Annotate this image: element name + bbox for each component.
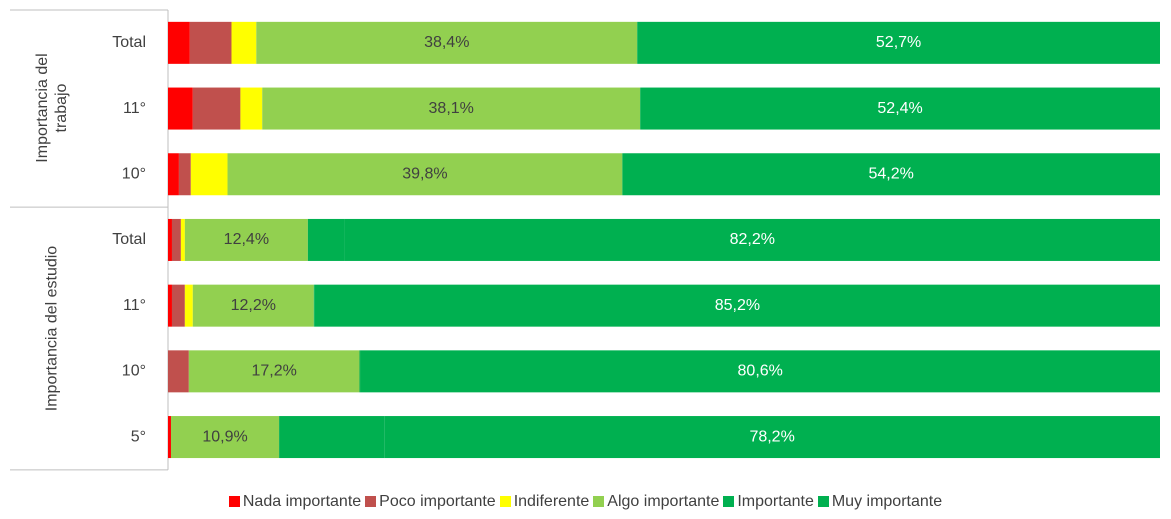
data-label: 12,2% bbox=[231, 297, 276, 314]
bar-segment bbox=[168, 416, 171, 459]
data-label: 80,6% bbox=[738, 363, 783, 380]
bar-segment bbox=[313, 284, 315, 327]
data-label: 78,2% bbox=[749, 428, 794, 445]
data-label: 17,2% bbox=[251, 363, 296, 380]
legend-swatch bbox=[365, 496, 377, 507]
bar-segment bbox=[307, 218, 345, 261]
legend-label: Muy importante bbox=[831, 493, 943, 510]
bar-segment bbox=[168, 350, 189, 393]
data-label: 38,4% bbox=[424, 34, 469, 51]
data-label: 52,4% bbox=[877, 100, 922, 117]
data-label: 12,4% bbox=[224, 231, 269, 248]
bar-segment bbox=[262, 87, 641, 130]
bar-segment bbox=[231, 21, 257, 64]
bar-segment bbox=[344, 218, 1160, 261]
legend-swatch bbox=[723, 496, 735, 507]
legend-label: Poco importante bbox=[379, 493, 496, 510]
legend-item: Poco importante bbox=[365, 493, 496, 511]
y-tick-label: 10° bbox=[122, 363, 146, 380]
bar-segment bbox=[384, 416, 1161, 459]
bar-segment bbox=[168, 218, 172, 261]
legend-label: Indiferente bbox=[513, 493, 590, 510]
bar-segment bbox=[168, 21, 190, 64]
legend-swatch bbox=[228, 496, 240, 507]
bar-segment bbox=[168, 284, 172, 327]
group-label: Importancia del estudio bbox=[43, 245, 61, 411]
bar-segment bbox=[227, 153, 623, 196]
legend-item: Indiferente bbox=[499, 493, 590, 511]
group-label: Importancia del trabajo bbox=[34, 52, 70, 163]
data-label: 39,8% bbox=[402, 165, 447, 182]
legend-item: Importante bbox=[723, 493, 814, 511]
legend-item: Nada importante bbox=[228, 493, 362, 511]
y-tick-label: Total bbox=[112, 231, 146, 248]
bar-segment bbox=[360, 350, 1160, 393]
y-tick-label: 5° bbox=[131, 428, 146, 445]
bar-segment bbox=[192, 284, 314, 327]
legend-swatch bbox=[817, 496, 829, 507]
data-label: 52,7% bbox=[876, 34, 921, 51]
data-label: 10,9% bbox=[202, 428, 247, 445]
bar-segment bbox=[279, 416, 385, 459]
y-tick-label: Total bbox=[112, 34, 146, 51]
bar-segment bbox=[168, 87, 193, 130]
y-tick-label: 11° bbox=[123, 297, 146, 314]
bar-segment bbox=[168, 153, 179, 196]
y-tick-label: 11° bbox=[123, 100, 146, 117]
bar-segment bbox=[184, 218, 308, 261]
bar-segment bbox=[178, 153, 191, 196]
bar-segment bbox=[637, 21, 1160, 64]
bar-segment bbox=[640, 87, 1160, 130]
bar-segment bbox=[188, 350, 360, 393]
data-label: 85,2% bbox=[715, 297, 760, 314]
legend-swatch bbox=[499, 496, 511, 507]
bar-segment bbox=[622, 153, 1160, 196]
legend: Nada importante Poco importante Indiferent… bbox=[0, 493, 1171, 511]
bar-segment bbox=[240, 87, 263, 130]
bar-segment bbox=[180, 218, 185, 261]
bar-segment bbox=[256, 21, 638, 64]
bar-segment bbox=[359, 350, 361, 393]
bar-segment bbox=[192, 87, 241, 130]
data-label: 82,2% bbox=[730, 231, 775, 248]
y-tick-label: 10° bbox=[122, 165, 146, 182]
bar-segment bbox=[171, 218, 181, 261]
bar-segment bbox=[190, 153, 228, 196]
data-label: 38,1% bbox=[429, 100, 474, 117]
bar-segment bbox=[184, 284, 193, 327]
legend-label: Algo importante bbox=[607, 493, 720, 510]
legend-swatch bbox=[593, 496, 605, 507]
legend-item: Muy importante bbox=[817, 493, 943, 511]
legend-item: Algo importante bbox=[593, 493, 719, 511]
bar-segment bbox=[170, 416, 280, 459]
data-label: 54,2% bbox=[868, 165, 913, 182]
legend-label: Nada importante bbox=[242, 493, 362, 510]
bar-segment bbox=[189, 21, 232, 64]
bar-segment bbox=[171, 284, 185, 327]
bar-segment bbox=[314, 284, 1160, 327]
legend-label: Importante bbox=[737, 493, 814, 510]
